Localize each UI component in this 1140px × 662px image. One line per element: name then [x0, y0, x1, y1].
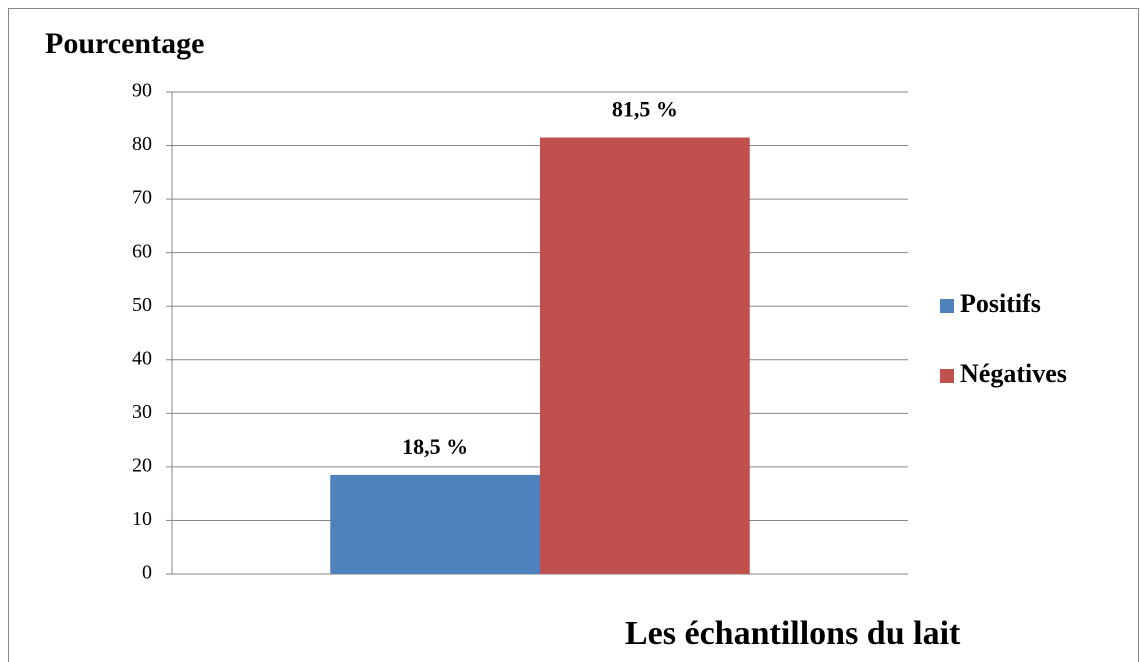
legend-swatch [940, 369, 954, 383]
legend-label: Positifs [960, 289, 1041, 318]
y-tick-label: 90 [132, 80, 152, 102]
y-tick-label: 30 [132, 401, 152, 423]
x-axis-title: Les échantillons du lait [625, 615, 961, 652]
y-tick-label: 70 [132, 187, 152, 209]
data-label: 81,5 % [612, 97, 678, 122]
data-label: 18,5 % [402, 434, 468, 459]
y-tick-label: 0 [142, 562, 152, 584]
y-tick-label: 60 [132, 240, 152, 262]
y-tick-label: 10 [132, 508, 152, 530]
y-tick-label: 20 [132, 454, 152, 476]
y-tick-label: 40 [132, 347, 152, 369]
bar [330, 474, 540, 574]
bar [540, 137, 750, 574]
y-tick-label: 50 [132, 294, 152, 316]
legend-swatch [940, 299, 954, 313]
y-axis-title: Pourcentage [45, 27, 204, 60]
y-tick-label: 80 [132, 133, 152, 155]
legend-label: Négatives [960, 359, 1067, 388]
